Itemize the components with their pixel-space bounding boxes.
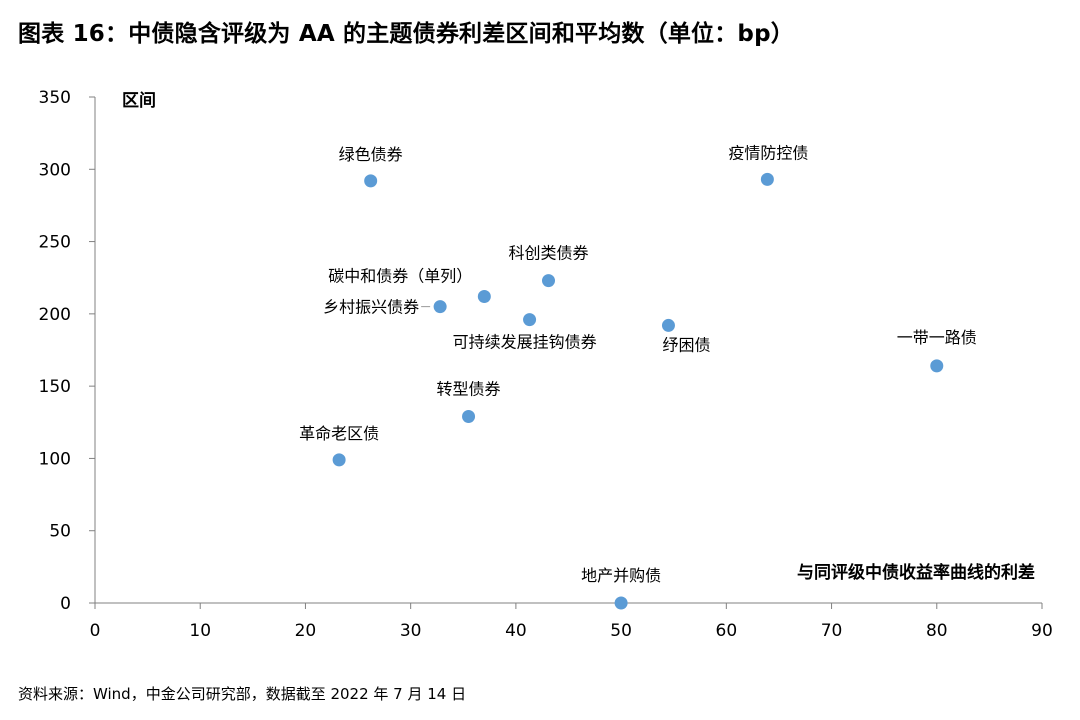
- data-point: [462, 410, 476, 424]
- data-point: [523, 313, 537, 327]
- scatter-chart: 0 50 100 150 200 250 300 350 0 10 20 30 40 50 60 70 80 90…: [39, 88, 1053, 641]
- point-label: 疫情防控债: [728, 143, 808, 162]
- y-tick-label: 350: [39, 88, 71, 108]
- data-point: [433, 300, 447, 314]
- point-label: 纾困债: [662, 335, 710, 354]
- y-tick-label: 250: [39, 233, 71, 253]
- data-point: [760, 172, 774, 186]
- data-point: [542, 274, 556, 288]
- x-tick-label: 40: [505, 621, 527, 641]
- data-point: [661, 318, 675, 332]
- x-tick-label: 50: [610, 621, 632, 641]
- x-tick-label: 0: [90, 621, 101, 641]
- axes: [89, 96, 1043, 609]
- data-point: [930, 359, 944, 373]
- y-tick-label: 50: [49, 522, 71, 542]
- data-point: [614, 596, 628, 610]
- x-tick-label: 60: [716, 621, 738, 641]
- y-axis-title: 区间: [122, 90, 156, 111]
- data-points: [332, 172, 944, 610]
- point-label: 可持续发展挂钩债券: [453, 333, 597, 352]
- x-tick-label: 70: [821, 621, 843, 641]
- point-label: 革命老区债: [299, 424, 379, 443]
- data-point: [364, 174, 378, 188]
- point-label: 乡村振兴债券: [323, 298, 419, 317]
- point-label: 绿色债券: [339, 145, 403, 164]
- point-label: 科创类债券: [508, 244, 588, 263]
- y-tick-label: 300: [39, 160, 71, 180]
- point-label: 碳中和债券（单列）: [328, 267, 472, 286]
- x-axis-title: 与同评级中债收益率曲线的利差: [797, 562, 1035, 583]
- source-note: 资料来源：Wind，中金公司研究部，数据截至 2022 年 7 月 14 日: [18, 685, 467, 703]
- x-tick-label: 90: [1031, 621, 1053, 641]
- y-tick-label: 0: [60, 594, 71, 614]
- data-point: [477, 290, 491, 304]
- point-label: 转型债券: [437, 380, 501, 399]
- point-label: 地产并购债: [581, 566, 661, 585]
- data-point: [332, 453, 346, 467]
- x-tick-label: 10: [189, 621, 211, 641]
- y-tick-label: 100: [39, 449, 71, 469]
- x-tick-label: 80: [926, 621, 948, 641]
- x-tick-label: 30: [400, 621, 422, 641]
- x-tick-label: 20: [295, 621, 317, 641]
- point-label: 一带一路债: [897, 328, 977, 347]
- y-tick-label: 200: [39, 305, 71, 325]
- tick-labels: 0 50 100 150 200 250 300 350 0 10 20 30 40 50 60 70 80 90: [39, 88, 1053, 641]
- y-tick-label: 150: [39, 377, 71, 397]
- chart-title: 图表 16：中债隐含评级为 AA 的主题债券利差区间和平均数（单位：bp）: [18, 21, 794, 47]
